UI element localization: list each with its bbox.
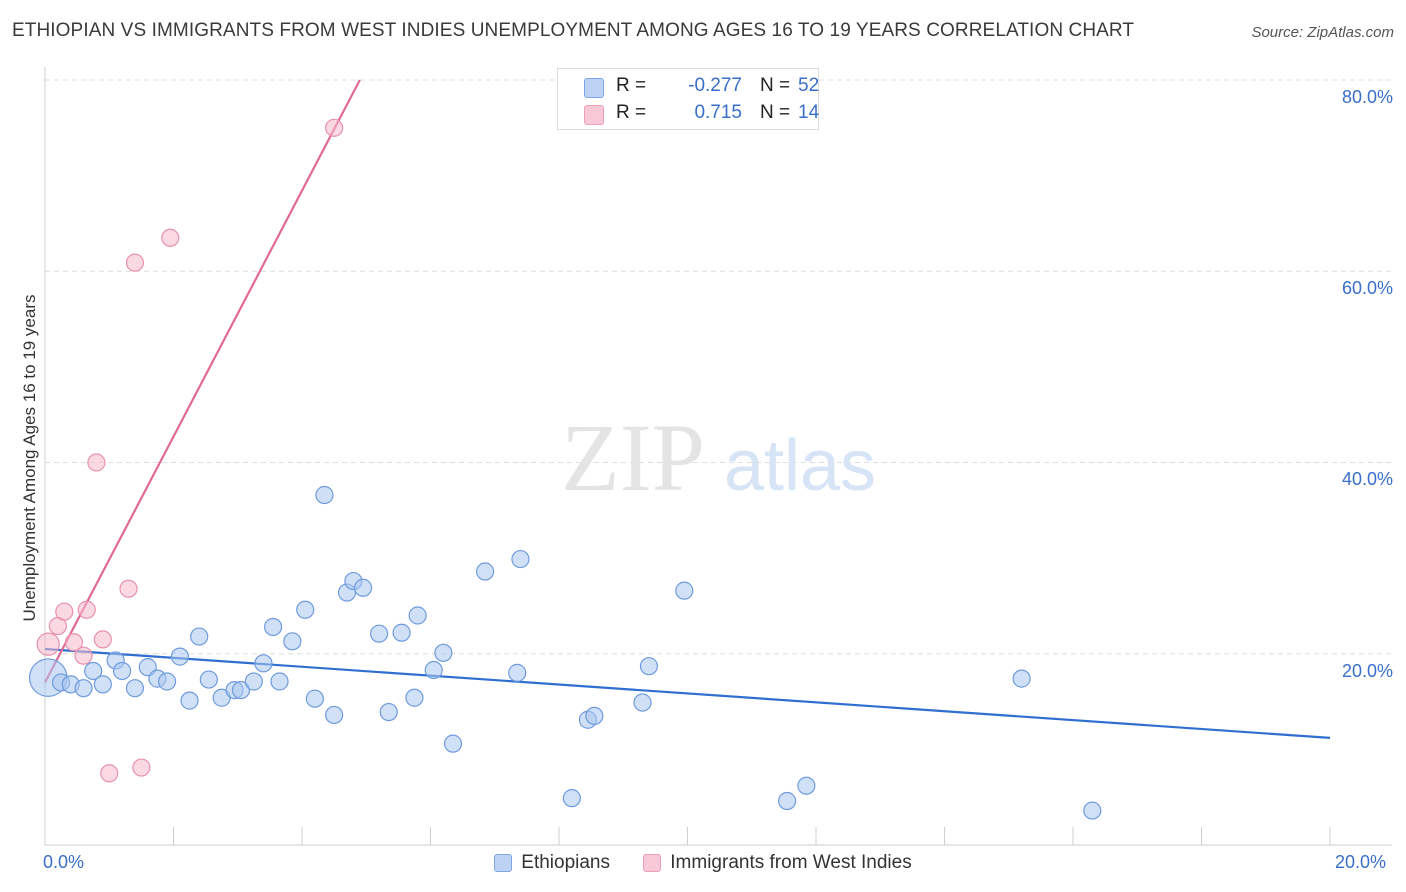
data-point-blue	[675, 581, 694, 600]
data-point-pink	[132, 758, 151, 777]
data-point-pink	[100, 764, 119, 783]
data-point-blue	[508, 663, 527, 682]
data-point-pink	[125, 253, 145, 272]
trend-line-pink	[44, 79, 361, 683]
x-tick-label-max: 20.0%	[1335, 852, 1387, 872]
data-point-blue	[443, 734, 463, 753]
data-point-pink	[36, 632, 60, 656]
data-point-blue	[315, 485, 334, 505]
data-point-blue	[476, 562, 495, 581]
data-point-pink	[119, 579, 138, 598]
y-tick-label: 80.0%	[1341, 87, 1393, 107]
data-point-blue	[797, 776, 816, 795]
n-label: N =	[760, 102, 791, 123]
data-point-blue	[1083, 801, 1102, 820]
points-pink	[36, 118, 344, 783]
data-point-blue	[325, 705, 344, 725]
legend-swatch-pink	[643, 854, 662, 872]
data-point-blue	[190, 627, 209, 646]
data-point-blue	[633, 693, 652, 712]
r-label: R =	[616, 102, 647, 123]
data-point-pink	[87, 453, 106, 472]
data-point-blue	[405, 688, 424, 707]
n-value: 52	[798, 75, 820, 96]
gridlines	[45, 79, 1392, 655]
n-label: N =	[760, 75, 791, 96]
data-point-blue	[93, 675, 112, 694]
chart-title: ETHIOPIAN VS IMMIGRANTS FROM WEST INDIES…	[12, 20, 1135, 41]
n-value: 14	[798, 102, 820, 123]
data-point-blue	[353, 578, 373, 597]
data-point-blue	[170, 647, 190, 666]
watermark-atlas: atlas	[724, 426, 876, 506]
blue-swatch	[584, 78, 604, 98]
pink-swatch	[584, 105, 604, 125]
data-point-blue	[585, 706, 604, 726]
data-point-pink	[64, 633, 84, 652]
data-point-blue	[157, 672, 177, 691]
data-point-blue	[125, 679, 145, 698]
data-point-blue	[180, 691, 199, 710]
data-point-blue	[283, 632, 302, 651]
data-point-blue	[379, 702, 398, 722]
data-point-blue	[270, 672, 289, 691]
source-label: Source: ZipAtlas.com	[1251, 24, 1394, 41]
data-point-blue	[74, 679, 93, 698]
data-point-blue	[199, 670, 218, 689]
r-value: 0.715	[694, 102, 742, 123]
data-point-pink	[161, 228, 180, 247]
legend: Ethiopians Immigrants from West Indies	[0, 852, 1406, 878]
data-point-blue	[1012, 669, 1031, 688]
y-axis-label: Unemployment Among Ages 16 to 19 years	[20, 294, 39, 622]
points-blue	[28, 485, 1102, 820]
data-point-blue	[434, 643, 453, 662]
stats-box: R = -0.277 N = 52 R = 0.715 N = 14	[557, 68, 819, 130]
axes	[44, 67, 1392, 846]
data-point-blue	[84, 661, 103, 681]
legend-item-ethiopians[interactable]: Ethiopians	[494, 852, 610, 874]
y-tick-label: 60.0%	[1341, 278, 1393, 298]
legend-item-west-indies[interactable]: Immigrants from West Indies	[643, 852, 912, 874]
data-point-blue	[777, 791, 797, 811]
data-point-blue	[562, 789, 581, 808]
data-point-blue	[305, 689, 324, 708]
data-point-blue	[424, 660, 443, 680]
data-point-blue	[392, 623, 411, 642]
legend-swatch-blue	[494, 854, 513, 872]
data-point-pink	[93, 630, 112, 649]
data-point-pink	[55, 602, 74, 621]
watermark: ZIP atlas	[561, 404, 876, 511]
y-tick-label: 20.0%	[1341, 661, 1393, 681]
data-point-pink	[74, 646, 93, 665]
data-point-blue	[244, 672, 263, 691]
data-point-blue	[231, 680, 251, 700]
data-point-blue	[408, 606, 427, 625]
legend-label: Immigrants from West Indies	[670, 852, 912, 873]
data-point-blue	[254, 654, 273, 673]
data-point-blue	[112, 661, 132, 681]
data-point-blue	[511, 549, 530, 569]
data-point-blue	[296, 600, 315, 619]
data-point-pink	[325, 118, 344, 137]
data-point-blue	[370, 624, 389, 643]
data-point-pink	[77, 600, 96, 619]
x-tick-label-min: 0.0%	[43, 852, 85, 872]
y-tick-label: 40.0%	[1341, 469, 1393, 489]
r-label: R =	[616, 75, 647, 96]
data-point-blue	[263, 617, 283, 637]
legend-label: Ethiopians	[521, 852, 610, 873]
watermark-zip: ZIP	[561, 404, 705, 511]
r-value: -0.277	[688, 75, 742, 96]
data-point-blue	[639, 657, 659, 676]
